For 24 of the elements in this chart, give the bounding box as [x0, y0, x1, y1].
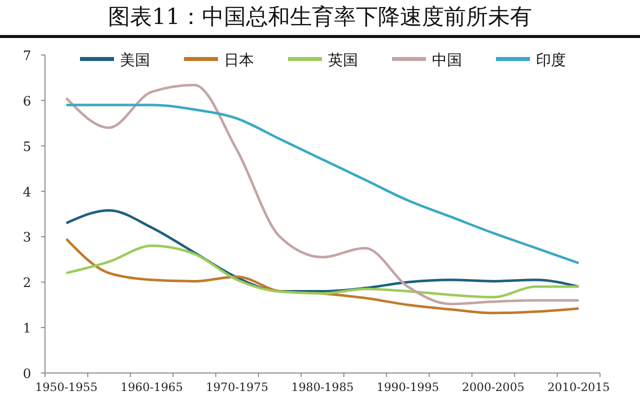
x-tick-label: 1970-1975	[206, 380, 268, 394]
x-tick-label: 1990-1995	[376, 380, 440, 394]
x-tick-label: 2000-2005	[462, 380, 524, 394]
chart-title: 图表11：中国总和生育率下降速度前所未有	[108, 4, 532, 30]
x-tick-label: 1980-1985	[291, 380, 354, 394]
y-tick-label: 7	[22, 49, 32, 64]
line-series	[65, 244, 580, 298]
legend-label: 英国	[328, 51, 358, 69]
y-tick-label: 2	[22, 276, 32, 292]
line-series	[65, 104, 580, 264]
x-tick-label: 1950-1955	[35, 380, 98, 394]
line-series	[65, 84, 580, 306]
x-tick-label: 1960-1965	[120, 380, 183, 394]
y-tick-label: 5	[22, 140, 32, 155]
y-tick-label: 0	[22, 367, 32, 382]
legend-label: 日本	[224, 51, 254, 69]
legend-label: 印度	[536, 51, 566, 69]
x-tick-label: 2010-2015	[547, 380, 610, 394]
y-tick-label: 6	[22, 94, 32, 110]
y-tick-label: 3	[22, 230, 32, 246]
y-tick-label: 4	[22, 185, 32, 200]
y-tick-label: 1	[22, 322, 32, 337]
legend-label: 美国	[120, 51, 150, 69]
legend-label: 中国	[432, 51, 462, 69]
